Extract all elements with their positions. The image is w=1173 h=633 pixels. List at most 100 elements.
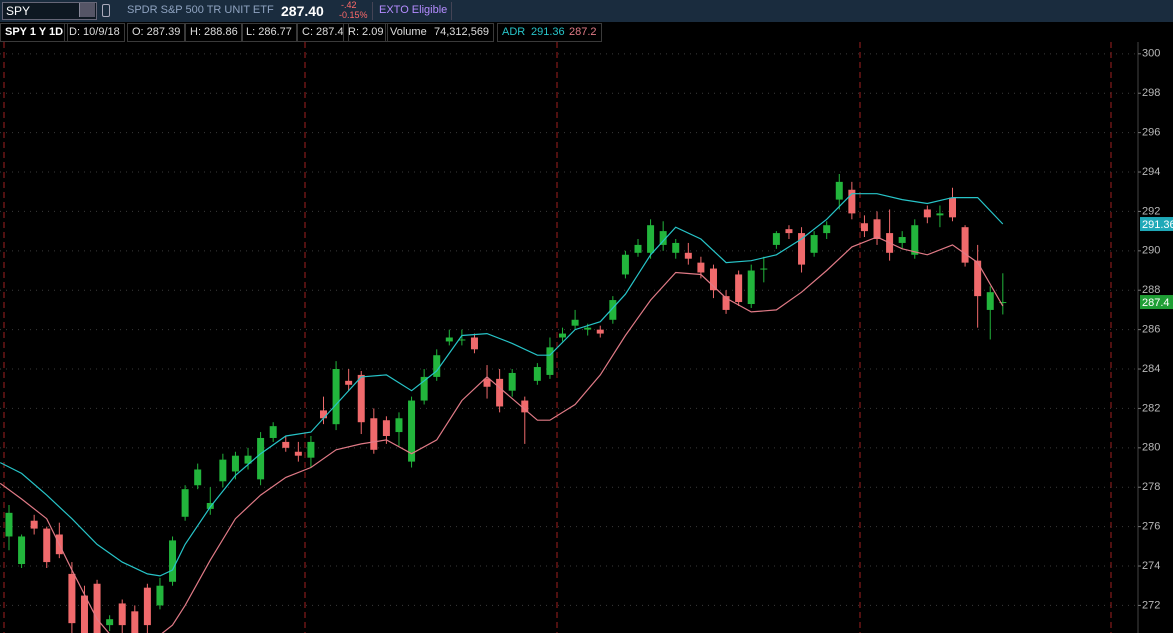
candle-body xyxy=(634,244,642,253)
candle-body xyxy=(282,441,290,448)
y-tick-label: 290 xyxy=(1142,245,1160,257)
period-separators xyxy=(3,42,1112,633)
candle-body xyxy=(143,587,151,626)
candle-body xyxy=(68,573,76,624)
candle-body xyxy=(395,418,403,433)
candle-body xyxy=(445,337,453,342)
chart-period[interactable]: SPY 1 Y 1D xyxy=(0,23,69,42)
candle-body xyxy=(684,252,692,259)
y-tick-label: 296 xyxy=(1142,127,1160,139)
candle-body xyxy=(911,225,919,255)
separator xyxy=(372,2,373,20)
candle-body xyxy=(294,451,302,456)
candle-body xyxy=(458,339,466,341)
candle-body xyxy=(772,233,780,245)
y-tick-label: 298 xyxy=(1142,87,1160,99)
candle-body xyxy=(131,611,139,633)
close: C: 287.4 xyxy=(297,23,349,42)
adr-tag-bg xyxy=(1140,217,1173,232)
candle-body xyxy=(496,378,504,407)
y-tick-label: 286 xyxy=(1142,324,1160,336)
symbol-dropdown[interactable] xyxy=(79,3,95,17)
candle-body xyxy=(43,528,51,563)
candle-body xyxy=(810,235,818,253)
candle-body xyxy=(5,512,13,537)
y-tick-label: 282 xyxy=(1142,402,1160,414)
candle-body xyxy=(370,418,378,450)
candle-body xyxy=(672,242,680,253)
candle-body xyxy=(735,274,743,303)
candle-body xyxy=(986,292,994,310)
candle-body xyxy=(269,426,277,438)
candle-body xyxy=(194,469,202,486)
candle-body xyxy=(584,327,592,330)
candle-body xyxy=(106,619,114,626)
candle-body xyxy=(999,302,1007,304)
candle-body xyxy=(18,536,26,565)
candle-body xyxy=(659,231,667,245)
adr-label: ADR xyxy=(497,23,530,42)
candle-body xyxy=(747,270,755,305)
open: O: 287.39 xyxy=(127,23,186,42)
y-tick-label: 294 xyxy=(1142,166,1160,178)
candle-body xyxy=(508,372,516,391)
y-tick-label: 292 xyxy=(1142,205,1160,217)
candle-body xyxy=(433,355,441,377)
candle-body xyxy=(823,225,831,234)
candle-body xyxy=(546,347,554,375)
price-tag-bg xyxy=(1140,295,1173,310)
candle-body xyxy=(949,197,956,218)
adr-line xyxy=(0,193,1004,577)
candle-body xyxy=(382,420,390,436)
y-tick-label: 276 xyxy=(1142,521,1160,533)
volume: 74,312,569 xyxy=(430,23,495,42)
symbol: SPY xyxy=(6,4,31,18)
y-tick-label: 280 xyxy=(1142,442,1160,454)
symbol-input[interactable] xyxy=(2,2,97,20)
badge[interactable]: EXTO Eligible xyxy=(379,4,448,16)
candle-body xyxy=(974,260,982,297)
candle-body xyxy=(873,219,881,239)
link-icon[interactable] xyxy=(102,4,110,17)
candle-body xyxy=(621,254,629,275)
candle-body xyxy=(923,209,931,218)
candle-body xyxy=(798,233,806,265)
candle-body xyxy=(257,437,265,480)
low: L: 286.77 xyxy=(241,23,297,42)
candle-body xyxy=(596,329,604,334)
candle-body xyxy=(332,369,340,425)
candle-body xyxy=(483,378,491,387)
price-tag: 287.4 xyxy=(1142,297,1170,309)
candle-body xyxy=(571,319,579,326)
range: R: 2.09 xyxy=(343,23,389,42)
adr-tag: 291.36 xyxy=(1142,219,1173,231)
candle-body xyxy=(898,237,906,243)
change-pct: -0.15% xyxy=(339,10,368,20)
candle-body xyxy=(181,489,189,517)
high: H: 288.86 xyxy=(185,23,243,42)
candle-body xyxy=(835,181,843,200)
symbol-bar: SPY SPDR S&P 500 TR UNIT ETF 287.40 -.42… xyxy=(0,0,1173,22)
candle-body xyxy=(93,583,101,633)
candle-body xyxy=(760,268,768,270)
candle-body xyxy=(420,376,428,401)
candle-body xyxy=(709,268,717,291)
candle-body xyxy=(345,380,353,385)
candle-body xyxy=(408,400,416,462)
candle-body xyxy=(697,262,705,273)
candle-body xyxy=(206,502,214,509)
separator xyxy=(451,2,452,20)
y-tick-label: 300 xyxy=(1142,48,1160,60)
candle-body xyxy=(118,603,126,626)
candle-body xyxy=(848,189,856,214)
change: -.42 xyxy=(341,0,357,10)
adr-upper: 291.36 xyxy=(527,23,569,42)
candle-body xyxy=(521,400,529,413)
candle-body xyxy=(860,223,868,232)
candle-body xyxy=(357,374,365,423)
candle-body xyxy=(244,455,252,464)
y-tick-label: 274 xyxy=(1142,560,1160,572)
date: D: 10/9/18 xyxy=(64,23,125,42)
adr-lower: 287.2 xyxy=(565,23,602,42)
y-tick-label: 284 xyxy=(1142,363,1160,375)
